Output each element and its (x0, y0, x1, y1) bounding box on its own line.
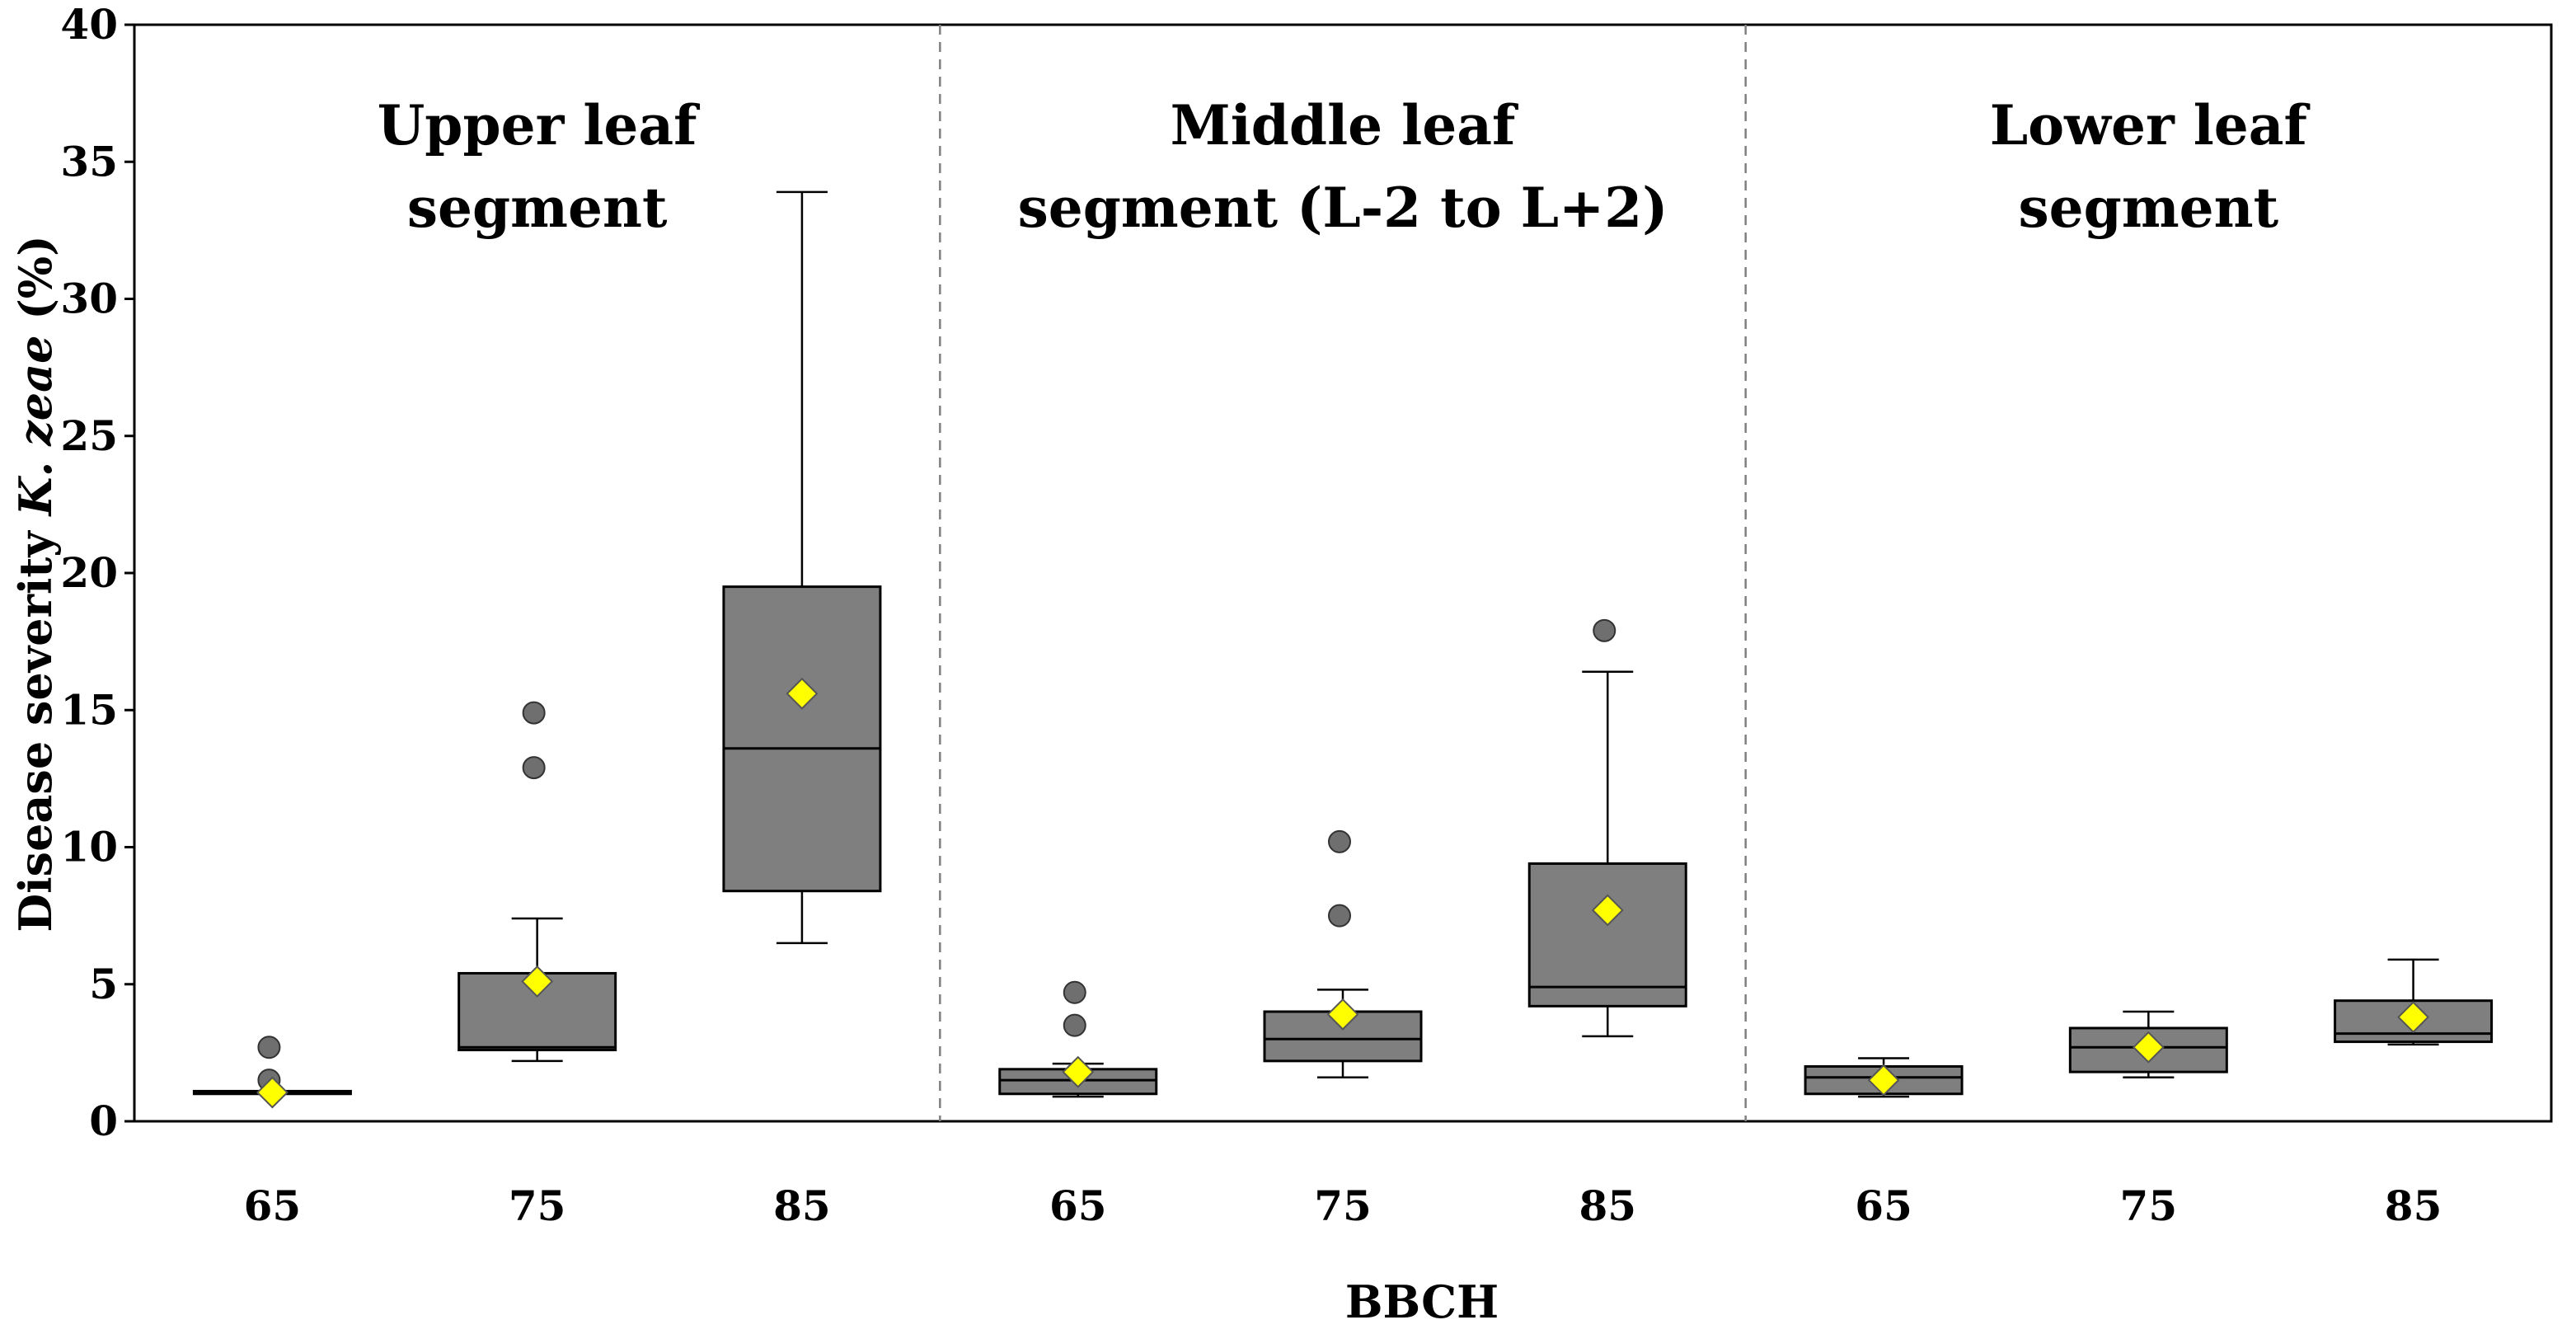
mean-marker (786, 677, 819, 710)
x-tick-label: 85 (1579, 1181, 1636, 1230)
mean-marker (1326, 998, 1359, 1031)
outlier-point (1328, 904, 1351, 928)
mean-marker (2397, 1001, 2429, 1034)
y-axis-title-prefix: Disease severity (9, 515, 62, 932)
x-tick-label: 65 (1855, 1181, 1912, 1230)
outlier-point (1063, 1013, 1086, 1037)
panel-title-line: segment (L-2 to L+2) (1018, 176, 1668, 240)
outlier-point (1328, 829, 1351, 853)
plot-area: 0 5 10 15 20 25 30 35 40 Upper leaf segment 65 75 85 M… (60, 0, 2553, 1230)
outlier-point (522, 701, 546, 725)
y-axis-title-suffix: (%) (9, 235, 62, 335)
box (722, 585, 882, 893)
mean-marker (256, 1076, 289, 1109)
y-tick-label: 10 (60, 823, 118, 871)
x-tick-label: 75 (1314, 1181, 1372, 1230)
mean-marker (521, 965, 554, 998)
x-tick-label: 85 (773, 1181, 831, 1230)
mean-marker (2132, 1031, 2165, 1064)
y-tick-label: 20 (60, 548, 118, 597)
y-tick-label: 40 (60, 0, 118, 49)
panel-title-line: segment (2019, 176, 2279, 240)
x-tick-label: 85 (2385, 1181, 2442, 1230)
y-tick-label: 35 (60, 137, 118, 186)
outlier-point (1063, 980, 1086, 1004)
outlier-point (1593, 618, 1616, 642)
y-axis-title-italic: K. zeae (9, 336, 62, 518)
y-tick-label: 5 (89, 960, 118, 1008)
y-tick-label: 30 (60, 275, 118, 323)
y-axis-title: Disease severity K. zeae (%) (9, 235, 62, 932)
y-tick-label: 15 (60, 685, 118, 734)
x-axis-title: BBCH (1345, 1275, 1499, 1328)
x-tick-label: 65 (1049, 1181, 1107, 1230)
x-tick-label: 65 (244, 1181, 302, 1230)
x-tick-label: 75 (509, 1181, 566, 1230)
box (1527, 862, 1687, 1008)
y-tick-label: 25 (60, 411, 118, 460)
outlier-point (257, 1036, 281, 1059)
panel-title-line: Lower leaf (1990, 93, 2311, 157)
y-tick-label: 0 (89, 1097, 118, 1145)
x-tick-label: 75 (2120, 1181, 2178, 1230)
panel-title-line: segment (407, 176, 668, 240)
mean-marker (1591, 894, 1624, 927)
panel-title-line: Upper leaf (378, 93, 700, 157)
mean-marker (1062, 1055, 1095, 1088)
outlier-point (522, 756, 546, 780)
mean-marker (1867, 1064, 1900, 1097)
panel-title-line: Middle leaf (1171, 93, 1518, 157)
